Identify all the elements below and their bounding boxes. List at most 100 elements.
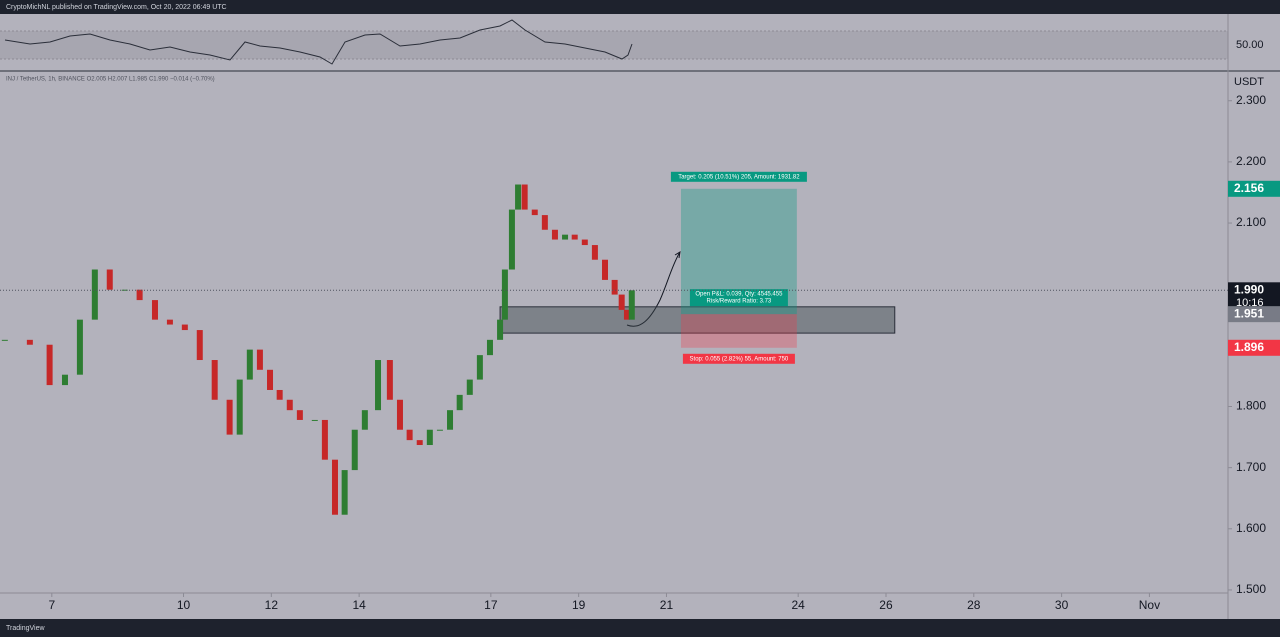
pnl-label-box bbox=[689, 289, 788, 307]
candle bbox=[351, 429, 358, 471]
price-tag bbox=[1228, 339, 1280, 356]
candle bbox=[386, 360, 393, 400]
price-tag bbox=[1228, 180, 1280, 197]
y-tick-label: 1.500 bbox=[1236, 582, 1266, 596]
candle bbox=[211, 360, 218, 400]
candle bbox=[236, 379, 243, 435]
candle bbox=[508, 209, 515, 270]
candle bbox=[447, 410, 454, 430]
price-tag bbox=[1228, 282, 1280, 311]
candle bbox=[456, 394, 463, 411]
candle bbox=[276, 389, 283, 400]
candle bbox=[26, 339, 33, 345]
candle bbox=[341, 470, 348, 515]
y-tick-label: 1.600 bbox=[1236, 521, 1266, 535]
stop-label: Stop: 0.055 (2.82%) 55, Amount: 750 bbox=[690, 356, 789, 362]
x-tick-label: 24 bbox=[791, 598, 805, 612]
price-tag-label: 1.990 bbox=[1234, 282, 1264, 296]
candle bbox=[396, 399, 403, 430]
candle bbox=[416, 440, 423, 446]
candle bbox=[476, 355, 483, 380]
candle bbox=[466, 379, 473, 395]
x-tick-label: 14 bbox=[352, 598, 366, 612]
candle bbox=[226, 399, 233, 435]
price-tag bbox=[1228, 306, 1280, 323]
candle bbox=[181, 324, 188, 331]
candle bbox=[486, 339, 493, 356]
candle bbox=[91, 269, 98, 320]
candle bbox=[166, 319, 173, 325]
legend-text: INJ / TetherUS, 1h, BINANCE O2.005 H2.00… bbox=[6, 77, 215, 83]
x-tick-label: 10 bbox=[177, 598, 191, 612]
candle bbox=[151, 300, 158, 320]
bottom-bar bbox=[0, 619, 1280, 637]
candle bbox=[76, 319, 83, 375]
candle bbox=[267, 369, 274, 390]
candle bbox=[136, 289, 143, 301]
candle bbox=[121, 289, 128, 291]
candle bbox=[611, 279, 618, 295]
stop-area bbox=[680, 314, 797, 348]
top-bar bbox=[0, 0, 1280, 14]
candle bbox=[591, 245, 598, 260]
candle bbox=[46, 344, 53, 386]
candle bbox=[497, 319, 504, 340]
x-tick-label: 26 bbox=[879, 598, 893, 612]
candle bbox=[562, 234, 569, 240]
price-tag-label: 1.951 bbox=[1234, 306, 1264, 320]
y-tick-label: 1.800 bbox=[1236, 399, 1266, 413]
candle bbox=[106, 269, 113, 290]
x-tick-label: 19 bbox=[572, 598, 586, 612]
candle bbox=[406, 429, 413, 441]
x-tick-label: 28 bbox=[967, 598, 981, 612]
price-unit: USDT bbox=[1234, 76, 1264, 88]
ratio-label: Risk/Reward Ratio: 3.73 bbox=[707, 299, 772, 305]
candle bbox=[311, 419, 318, 421]
candle bbox=[541, 215, 548, 230]
x-tick-label: 30 bbox=[1055, 598, 1069, 612]
candle bbox=[601, 259, 608, 280]
candle bbox=[375, 360, 382, 411]
candle bbox=[581, 239, 588, 246]
projection-arrow bbox=[626, 251, 681, 327]
candle bbox=[196, 330, 203, 361]
target-label: Target: 0.205 (10.51%) 205, Amount: 1931… bbox=[678, 174, 800, 180]
candle bbox=[296, 410, 303, 420]
brand: TradingView bbox=[6, 625, 45, 632]
y-tick-label: 2.100 bbox=[1236, 215, 1266, 229]
candle bbox=[426, 429, 433, 446]
candle bbox=[501, 269, 508, 320]
rsi-level-label: 50.00 bbox=[1236, 39, 1264, 51]
x-tick-label: 21 bbox=[660, 598, 674, 612]
candle bbox=[628, 290, 635, 320]
rsi-line bbox=[4, 19, 633, 65]
candle bbox=[286, 399, 293, 411]
x-tick-label: 17 bbox=[484, 598, 498, 612]
candle bbox=[256, 349, 263, 370]
rsi-band bbox=[0, 31, 1228, 59]
x-tick-label: Nov bbox=[1139, 598, 1160, 612]
candle bbox=[515, 184, 522, 210]
candle bbox=[618, 294, 625, 310]
x-tick-label: 7 bbox=[48, 598, 55, 612]
candle bbox=[551, 229, 558, 240]
stop-label-box bbox=[682, 353, 795, 364]
y-tick-label: 2.200 bbox=[1236, 154, 1266, 168]
candle bbox=[521, 184, 528, 210]
candle bbox=[61, 374, 68, 386]
candle bbox=[321, 419, 328, 460]
candle bbox=[331, 459, 338, 515]
candle bbox=[571, 234, 578, 240]
candle bbox=[436, 429, 443, 431]
y-tick-label: 2.300 bbox=[1236, 93, 1266, 107]
x-tick-label: 12 bbox=[265, 598, 279, 612]
price-tag-label: 2.156 bbox=[1234, 181, 1264, 195]
target-label-box bbox=[670, 171, 807, 182]
candle bbox=[1, 339, 8, 341]
candle bbox=[531, 209, 538, 216]
price-tag-label: 1.896 bbox=[1234, 340, 1264, 354]
candle bbox=[361, 410, 368, 430]
candle bbox=[623, 309, 630, 320]
